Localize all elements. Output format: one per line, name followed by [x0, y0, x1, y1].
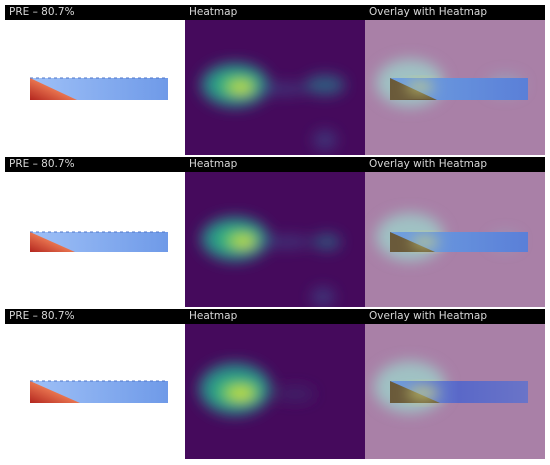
- result-row-3: PRE – 80.7% Heatmap: [5, 309, 545, 459]
- panel-title: Overlay with Heatmap: [365, 157, 545, 172]
- panel-title: Overlay with Heatmap: [365, 5, 545, 20]
- attention-heatmap: [185, 5, 365, 155]
- result-row-2: PRE – 80.7% Heatmap: [5, 157, 545, 307]
- result-row-1: PRE – 80.7% Heatmap: [5, 5, 545, 155]
- heatmap-panel: Heatmap: [185, 309, 365, 459]
- overlay-panel: Overlay with Heatmap: [365, 309, 545, 459]
- panel-title: Heatmap: [185, 5, 365, 20]
- beam-stress-plot: [5, 172, 185, 307]
- heatmap-panel: Heatmap: [185, 5, 365, 155]
- overlay-panel: Overlay with Heatmap: [365, 5, 545, 155]
- panel-title: PRE – 80.7%: [5, 5, 185, 20]
- panel-title: Heatmap: [185, 309, 365, 324]
- heatmap-panel: Heatmap: [185, 157, 365, 307]
- panel-title: Heatmap: [185, 157, 365, 172]
- original-panel: PRE – 80.7%: [5, 309, 185, 459]
- original-panel: PRE – 80.7%: [5, 157, 185, 307]
- panel-title: PRE – 80.7%: [5, 309, 185, 324]
- overlay-heatmap: [365, 309, 545, 459]
- attention-heatmap: [185, 157, 365, 307]
- attention-heatmap: [185, 309, 365, 459]
- overlay-heatmap: [365, 5, 545, 155]
- overlay-panel: Overlay with Heatmap: [365, 157, 545, 307]
- beam-stress-plot: [5, 324, 185, 459]
- original-panel: PRE – 80.7%: [5, 5, 185, 155]
- beam-stress-plot: [5, 20, 185, 155]
- panel-title: Overlay with Heatmap: [365, 309, 545, 324]
- panel-title: PRE – 80.7%: [5, 157, 185, 172]
- overlay-heatmap: [365, 157, 545, 307]
